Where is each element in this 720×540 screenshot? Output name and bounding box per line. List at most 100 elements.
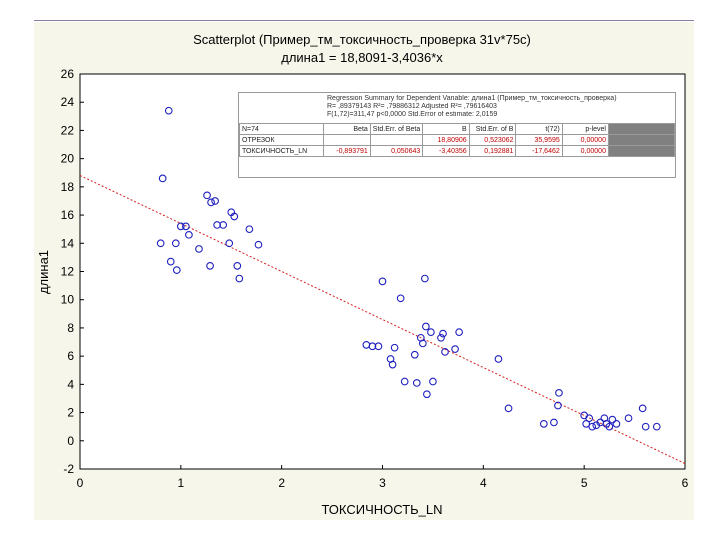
y-tick-label: 12 (61, 265, 75, 279)
table-row: ОТРЕЗОК 18,80906 0,523062 35,9595 0,0000… (239, 134, 675, 146)
data-point (166, 257, 175, 266)
data-point (451, 345, 459, 353)
data-point (390, 343, 399, 352)
data-point (608, 415, 617, 424)
x-tick-label: 2 (278, 476, 285, 490)
cell-se-b: 0,192881 (468, 145, 517, 157)
regression-header-line: Regression Summary for Dependent Variabl… (327, 95, 617, 102)
y-tick-label: 26 (61, 67, 75, 81)
grey-cell (607, 134, 675, 146)
data-point (437, 333, 445, 342)
x-tick-label: 0 (77, 476, 84, 490)
y-tick-label: 20 (61, 152, 75, 166)
data-point (388, 360, 397, 369)
data-point (219, 221, 228, 229)
data-point (612, 420, 621, 428)
regression-summary-table: Regression Summary for Dependent Variabl… (238, 92, 676, 178)
data-points (156, 106, 661, 431)
data-point (156, 239, 165, 248)
cell-p: 0,00000 (561, 145, 609, 157)
x-axis-label: ТОКСИЧНОСТЬ_LN (321, 502, 442, 517)
table-row: ТОКСИЧНОСТЬ_LN -0,893791 0,050643 -3,403… (239, 145, 675, 157)
data-point (550, 418, 558, 427)
chart-subtitle: длина1 = 18,8091-3,4036*x (281, 50, 443, 65)
y-axis-label: длина1 (36, 250, 51, 294)
data-point (427, 328, 435, 337)
data-point (624, 414, 633, 423)
data-point (182, 222, 190, 231)
data-point (422, 322, 430, 331)
col-header-b: B (422, 123, 470, 135)
cell-beta (323, 134, 371, 146)
data-point (539, 420, 548, 428)
col-header-t: t(72) (515, 123, 563, 135)
row-name: ТОКСИЧНОСТЬ_LN (239, 145, 325, 157)
top-border-line (34, 20, 694, 21)
data-point (638, 404, 647, 413)
cell-se-beta: 0,050643 (369, 145, 424, 157)
data-point (378, 277, 387, 286)
y-tick-label: 2 (67, 406, 74, 420)
data-point (207, 198, 215, 207)
data-point (158, 174, 167, 183)
data-point (171, 239, 180, 248)
regression-table: N=74 Beta Std.Err. of Beta B Std.Err. of… (239, 123, 675, 157)
cell-se-beta (369, 134, 424, 146)
y-tick-label: 6 (67, 349, 74, 363)
data-point (206, 262, 214, 270)
y-tick-label: 16 (61, 208, 75, 222)
cell-b: 18,80906 (422, 134, 470, 146)
x-tick-label: 3 (379, 476, 386, 490)
x-tick-label: 5 (581, 476, 588, 490)
grey-cell (607, 145, 675, 157)
data-point (172, 266, 181, 274)
data-point (203, 191, 211, 200)
data-point (605, 422, 614, 431)
y-tick-label: 14 (61, 236, 75, 250)
data-point (418, 339, 427, 348)
data-point (176, 222, 185, 231)
x-tick-label: 6 (682, 476, 689, 490)
col-header-n: N=74 (239, 123, 325, 135)
cell-se-b: 0,523062 (468, 134, 517, 146)
data-point (494, 355, 503, 363)
data-point (504, 404, 513, 413)
cell-t: 35,9595 (515, 134, 563, 146)
data-point (195, 245, 203, 253)
table-header-row: N=74 Beta Std.Err. of Beta B Std.Err. of… (239, 123, 675, 135)
data-point (641, 422, 650, 431)
cell-b: -3,40356 (422, 145, 470, 157)
regression-header-line: R= ,89379143 R²= ,79886312 Adjusted R²= … (327, 103, 497, 110)
x-axis: 0 1 2 3 4 5 6 (77, 465, 689, 490)
data-point (423, 390, 431, 399)
data-point (233, 262, 242, 270)
y-tick-label: -2 (63, 462, 74, 476)
y-tick-label: 0 (67, 434, 74, 448)
data-point (400, 377, 409, 386)
y-tick-label: 22 (61, 123, 75, 137)
grey-cell (607, 123, 675, 135)
row-name: ОТРЕЗОК (239, 134, 325, 146)
data-point (652, 422, 661, 431)
data-point (429, 377, 437, 386)
data-point (439, 329, 447, 338)
data-point (455, 328, 463, 337)
col-header-se-beta: Std.Err. of Beta (369, 123, 424, 135)
y-tick-label: 10 (61, 293, 75, 307)
cell-beta: -0,893791 (323, 145, 371, 157)
col-header-p: p-level (561, 123, 609, 135)
regression-header: Regression Summary for Dependent Variabl… (327, 95, 671, 119)
data-point (235, 274, 244, 283)
data-point (225, 239, 234, 248)
data-point (211, 197, 219, 205)
x-tick-label: 1 (177, 476, 184, 490)
cell-t: -17,6462 (515, 145, 563, 157)
y-tick-label: 8 (67, 321, 74, 335)
data-point (421, 274, 429, 283)
data-point (374, 342, 383, 351)
data-point (588, 422, 597, 431)
data-point (410, 350, 419, 359)
regression-header-line: F(1,72)=311,47 p<0,0000 Std.Error of est… (327, 111, 498, 118)
